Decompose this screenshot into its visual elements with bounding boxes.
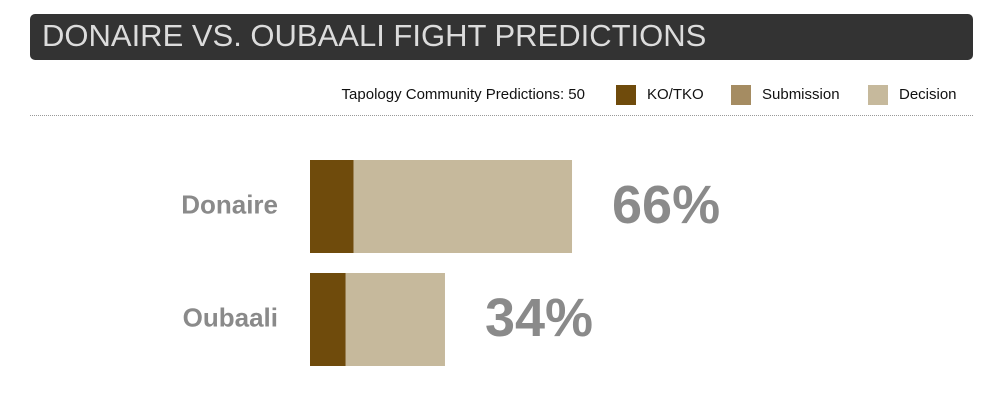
legend-swatch	[731, 85, 751, 105]
bar-segment	[345, 273, 445, 366]
total-label: 34%	[485, 288, 593, 348]
legend-swatch	[616, 85, 636, 105]
legend-label: Submission	[762, 86, 840, 103]
subtitle: Tapology Community Predictions: 50	[342, 86, 585, 103]
legend-label: KO/TKO	[647, 86, 704, 103]
title-bar	[30, 14, 973, 60]
category-label: Oubaali	[183, 302, 278, 332]
legend-label: Decision	[899, 86, 957, 103]
bar-segment	[353, 160, 573, 253]
legend-swatch	[868, 85, 888, 105]
chart-title: DONAIRE VS. OUBAALI FIGHT PREDICTIONS	[42, 18, 706, 53]
total-label: 66%	[612, 175, 720, 235]
category-label: Donaire	[181, 189, 278, 219]
bar-segment	[310, 160, 354, 253]
bar-segment	[310, 273, 346, 366]
